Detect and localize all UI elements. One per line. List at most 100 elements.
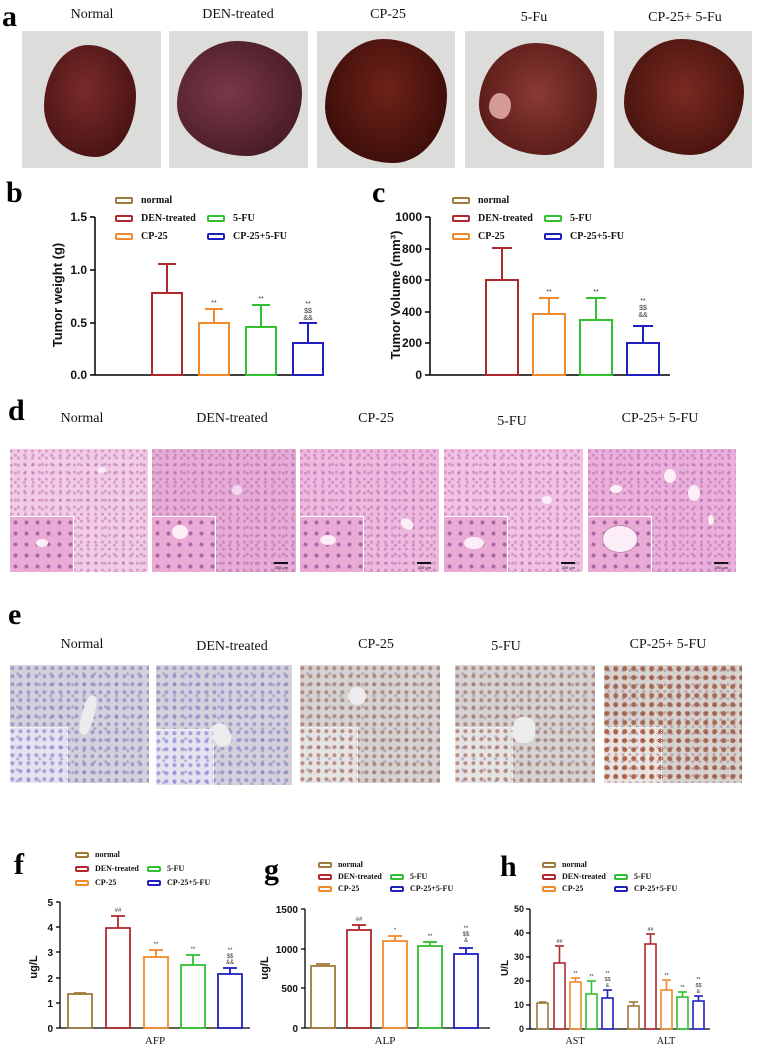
panel-d-label-den: DEN-treated	[196, 411, 268, 426]
legend-label-combo: CP-25+5-FU	[410, 884, 454, 893]
ihc-inset-cp25	[300, 727, 358, 783]
panel-a-label-cp25: CP-25	[370, 7, 406, 22]
legend-label-cp25: CP-25	[338, 884, 360, 893]
legend-swatch-cp25	[115, 233, 133, 240]
svg-text:**: **	[605, 971, 610, 977]
svg-text:400: 400	[402, 305, 422, 319]
legend-label-cp25: CP-25	[478, 231, 505, 242]
legend-swatch-normal	[115, 197, 133, 204]
svg-text:$$: $$	[463, 932, 470, 938]
ihc-inset-5fu	[455, 727, 513, 783]
legend-label-den: DEN-treated	[562, 872, 606, 881]
panel-d-label-cp25: CP-25	[358, 411, 394, 426]
legend-swatch-den	[75, 865, 89, 872]
svg-text:##: ##	[556, 939, 563, 945]
svg-text:##: ##	[356, 917, 363, 923]
svg-text:ALP: ALP	[375, 1035, 396, 1047]
svg-text:0: 0	[415, 368, 422, 382]
svg-text:&&: &&	[226, 960, 234, 966]
svg-text:**: **	[228, 948, 233, 954]
scale-bar-label: 200 μm	[714, 565, 728, 570]
legend-swatch-den	[318, 873, 332, 880]
he-inset-cp25	[300, 516, 364, 572]
svg-text:**: **	[258, 296, 264, 303]
panel-a-label-den: DEN-treated	[202, 7, 274, 22]
legend-label-den: DEN-treated	[338, 872, 382, 881]
svg-text:U/L: U/L	[500, 960, 511, 976]
ihc-inset-combo	[604, 727, 662, 783]
panel-d-label-combo: CP-25+ 5-FU	[621, 411, 699, 426]
svg-text:&&: &&	[638, 312, 648, 319]
svg-text:**: **	[589, 974, 594, 980]
legend-swatch-den	[115, 215, 133, 222]
legend-label-5fu: 5-FU	[410, 872, 428, 881]
legend-label-5fu: 5-FU	[570, 213, 592, 224]
legend-swatch-5fu	[207, 215, 225, 222]
liver-photo-cp25	[317, 31, 455, 168]
svg-text:**: **	[191, 947, 196, 953]
legend-label-5fu: 5-FU	[167, 864, 185, 873]
panel-letter-f: f	[14, 848, 24, 881]
svg-text:3: 3	[47, 948, 53, 959]
svg-text:*: *	[394, 928, 397, 934]
legend-swatch-den	[452, 215, 470, 222]
panel-a-label-normal: Normal	[70, 7, 114, 22]
legend-swatch-combo	[207, 233, 225, 240]
legend-swatch-cp25	[542, 885, 556, 892]
svg-text:$$: $$	[227, 954, 234, 960]
svg-text:200: 200	[402, 336, 422, 350]
liver-photo-5fu	[465, 31, 604, 168]
panel-e-label-den: DEN-treated	[196, 639, 268, 654]
he-inset-5fu	[444, 516, 508, 572]
svg-text:Tumor Volume (mm³): Tumor Volume (mm³)	[388, 231, 403, 360]
chart-tumor-volume: 1000 800 600 400 200 0 Tumor Volume (mm³) ** *…	[370, 175, 700, 390]
svg-text:**: **	[640, 298, 646, 305]
panel-letter-c: c	[372, 176, 386, 209]
panel-e-label-cp25: CP-25	[358, 637, 394, 652]
svg-text:20: 20	[514, 976, 524, 986]
ihc-inset-normal	[10, 727, 68, 783]
he-inset-den	[152, 516, 216, 572]
scale-bar	[714, 562, 728, 564]
he-inset-combo	[588, 516, 652, 572]
he-stain-den-treated: 200 μm	[152, 449, 296, 572]
he-stain-cp25: 200 μm	[300, 449, 439, 572]
legend-label-cp25: CP-25	[141, 231, 168, 242]
legend-swatch-combo	[544, 233, 562, 240]
chart-ast-alt-svg: 50 40 30 20 10 0 U/L	[500, 904, 710, 1047]
svg-text:10: 10	[514, 1000, 524, 1010]
legend-swatch-5fu	[390, 873, 404, 880]
chart-tumor-weight-svg: 1.51.00.50.0 Tumor weight (g) **** **$$&…	[50, 210, 324, 382]
panel-letter-b: b	[6, 176, 23, 209]
legend-label-den: DEN-treated	[141, 213, 196, 224]
ihc-stain-combo	[604, 665, 742, 783]
ihc-stain-cp25	[300, 665, 440, 783]
legend-swatch-5fu	[544, 215, 562, 222]
legend-swatch-combo	[147, 879, 161, 886]
panel-a-label-combo: CP-25+ 5-Fu	[648, 10, 722, 25]
svg-text:1000: 1000	[276, 945, 299, 956]
chart-tumor-weight: 1.5 1.0 0.5 0.0 Tumor weight (g) ** ** ** $$ &…	[0, 175, 324, 390]
legend-label-normal: normal	[141, 195, 173, 206]
he-stain-5fu: 200 μm	[444, 449, 583, 572]
svg-text:##: ##	[115, 908, 122, 914]
svg-text:50: 50	[514, 904, 524, 914]
legend-swatch-normal	[542, 861, 556, 868]
legend-swatch-normal	[75, 851, 89, 858]
chart-alp: 1500 1000 500 0 ug/L ## * ** ** $$ & ALP normal…	[250, 840, 500, 1052]
legend-label-cp25: CP-25	[562, 884, 584, 893]
legend-swatch-5fu	[147, 865, 161, 872]
legend-label-5fu: 5-FU	[634, 872, 652, 881]
legend-label-5fu: 5-FU	[233, 213, 255, 224]
svg-text:**: **	[546, 289, 552, 296]
svg-text:**: **	[428, 934, 433, 940]
panel-letter-g: g	[264, 853, 279, 886]
chart-ast-alt: 50 40 30 20 10 0 U/L	[500, 840, 761, 1052]
legend-label-normal: normal	[338, 860, 363, 869]
legend-swatch-cp25	[75, 879, 89, 886]
legend-swatch-den	[542, 873, 556, 880]
svg-text:30: 30	[514, 952, 524, 962]
panel-e-label-normal: Normal	[60, 637, 104, 652]
